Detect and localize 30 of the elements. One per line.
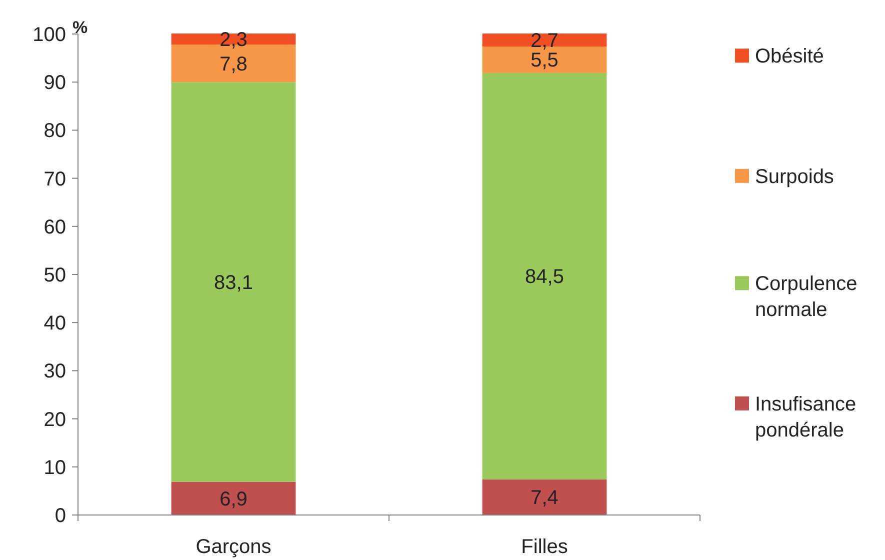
- y-tick-label: 0: [54, 505, 66, 527]
- bar: [482, 479, 607, 515]
- data-label: 7,4: [530, 487, 558, 510]
- data-label: 5,5: [530, 50, 558, 72]
- x-tick-label: Filles: [521, 536, 568, 558]
- y-tick-label: 80: [44, 120, 66, 142]
- y-tick-label: 30: [44, 360, 66, 383]
- y-tick-label: 40: [44, 312, 66, 335]
- y-axis-title: %: [72, 18, 88, 37]
- y-tick-label: 20: [44, 408, 66, 431]
- y-tick-label: 100: [32, 24, 66, 46]
- legend-label: Insufisance pondérale: [755, 393, 856, 442]
- x-tick-label: Garçons: [196, 536, 272, 558]
- y-tick-label: 60: [44, 216, 66, 238]
- y-tick-label: 70: [44, 168, 66, 190]
- data-label: 83,1: [214, 272, 253, 294]
- bar: [482, 72, 607, 480]
- legend-label: Surpoids: [755, 166, 834, 188]
- bar: [171, 482, 296, 515]
- y-tick-label: 90: [44, 72, 66, 94]
- legend-label: Corpulence normale: [755, 273, 858, 322]
- legend-label: Obésité: [755, 46, 824, 68]
- data-label: 84,5: [525, 266, 564, 288]
- y-tick-label: 10: [44, 456, 66, 479]
- data-label: 7,8: [220, 53, 248, 76]
- y-tick-label: 50: [44, 264, 66, 286]
- data-label: 6,9: [220, 488, 248, 510]
- data-label: 2,3: [220, 29, 248, 52]
- bar: [171, 82, 296, 482]
- data-label: 2,7: [530, 30, 558, 52]
